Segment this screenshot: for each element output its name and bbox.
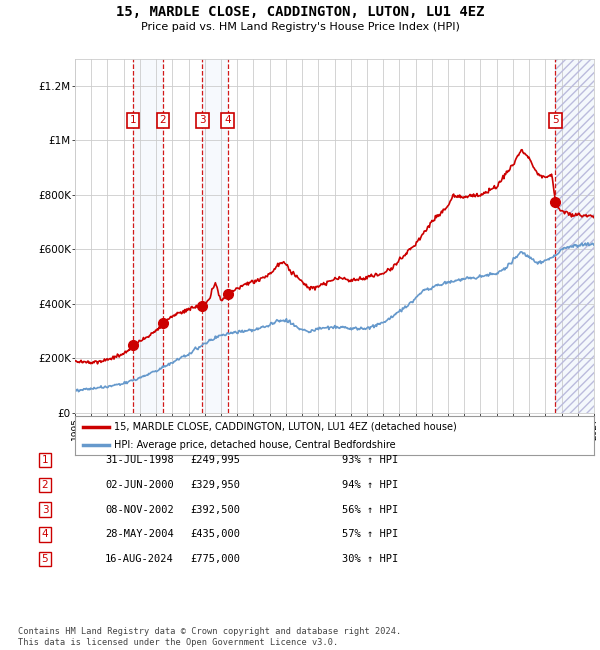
Text: 5: 5: [552, 116, 559, 125]
Text: 56% ↑ HPI: 56% ↑ HPI: [342, 504, 398, 515]
Bar: [556, 58, 594, 413]
Text: 3: 3: [41, 504, 49, 515]
Text: 1: 1: [130, 116, 136, 125]
Text: £775,000: £775,000: [190, 554, 240, 564]
Text: 28-MAY-2004: 28-MAY-2004: [105, 529, 174, 539]
Text: 2: 2: [41, 480, 49, 490]
Text: 4: 4: [41, 529, 49, 539]
Text: 16-AUG-2024: 16-AUG-2024: [105, 554, 174, 564]
Text: 57% ↑ HPI: 57% ↑ HPI: [342, 529, 398, 539]
Text: 2: 2: [160, 116, 166, 125]
Text: 1: 1: [41, 455, 49, 465]
Bar: [556, 58, 594, 413]
Text: 15, MARDLE CLOSE, CADDINGTON, LUTON, LU1 4EZ: 15, MARDLE CLOSE, CADDINGTON, LUTON, LU1…: [116, 5, 484, 19]
Text: £392,500: £392,500: [190, 504, 240, 515]
Text: Contains HM Land Registry data © Crown copyright and database right 2024.
This d: Contains HM Land Registry data © Crown c…: [18, 627, 401, 647]
Bar: [202, 58, 227, 413]
Text: £329,950: £329,950: [190, 480, 240, 490]
Text: 08-NOV-2002: 08-NOV-2002: [105, 504, 174, 515]
Text: Price paid vs. HM Land Registry's House Price Index (HPI): Price paid vs. HM Land Registry's House …: [140, 22, 460, 32]
Text: 31-JUL-1998: 31-JUL-1998: [105, 455, 174, 465]
Text: £249,995: £249,995: [190, 455, 240, 465]
Text: £435,000: £435,000: [190, 529, 240, 539]
Text: HPI: Average price, detached house, Central Bedfordshire: HPI: Average price, detached house, Cent…: [114, 440, 395, 450]
Text: 93% ↑ HPI: 93% ↑ HPI: [342, 455, 398, 465]
Text: 3: 3: [199, 116, 206, 125]
Text: 94% ↑ HPI: 94% ↑ HPI: [342, 480, 398, 490]
Text: 4: 4: [224, 116, 231, 125]
Text: 15, MARDLE CLOSE, CADDINGTON, LUTON, LU1 4EZ (detached house): 15, MARDLE CLOSE, CADDINGTON, LUTON, LU1…: [114, 422, 457, 432]
Text: 5: 5: [41, 554, 49, 564]
Bar: [133, 58, 163, 413]
Text: 30% ↑ HPI: 30% ↑ HPI: [342, 554, 398, 564]
Text: 02-JUN-2000: 02-JUN-2000: [105, 480, 174, 490]
